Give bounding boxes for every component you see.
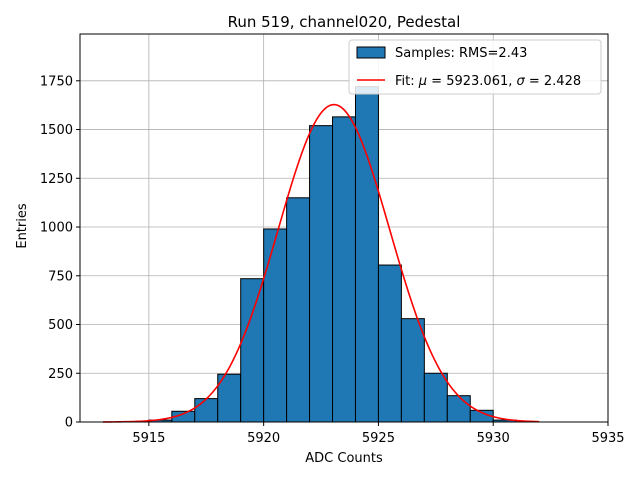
legend-fit-mu-symbol: μ — [418, 74, 427, 89]
bars-layer — [148, 86, 517, 423]
histogram-bar — [377, 264, 402, 423]
fit-curve — [102, 103, 540, 423]
legend: Samples: RMS=2.43 Fit: μ = 5923.061, σ =… — [348, 39, 602, 95]
y-tick-label: 1500 — [40, 123, 73, 138]
legend-fit-prefix: Fit: — [395, 74, 419, 89]
x-axis-label: ADC Counts — [305, 451, 383, 466]
y-axis-label: Entries — [15, 203, 30, 249]
legend-box — [348, 39, 602, 95]
x-tick-label: 5920 — [247, 431, 280, 446]
histogram-bar — [423, 372, 448, 423]
plot-frame — [79, 33, 609, 423]
ticks-layer: 5915 5920 5925 5930 5935 0 250 500 750 1000 1250 15… — [40, 74, 625, 446]
chart-title: Run 519, channel020, Pedestal — [228, 13, 461, 31]
legend-fit-sigma-symbol: σ — [517, 74, 526, 89]
y-tick-label: 0 — [65, 416, 73, 431]
legend-fit-mu-value: = 5923.061, — [427, 74, 516, 89]
histogram-bar — [263, 228, 288, 423]
histogram-bar — [309, 125, 334, 423]
legend-samples-swatch — [356, 46, 386, 59]
legend-samples-label: Samples: RMS=2.43 — [395, 46, 527, 61]
x-tick-label: 5930 — [477, 431, 510, 446]
legend-fit-label: Fit: μ = 5923.061, σ = 2.428 — [395, 74, 581, 89]
histogram-bar — [194, 398, 219, 423]
histogram-bar — [332, 116, 356, 423]
x-tick-label: 5935 — [591, 431, 624, 446]
x-tick-label: 5915 — [132, 431, 165, 446]
y-tick-label: 1000 — [40, 221, 73, 236]
histogram-bar — [400, 318, 425, 423]
legend-fit-sigma-value: = 2.428 — [525, 74, 581, 89]
histogram-bar — [446, 395, 471, 423]
histogram-bar — [240, 278, 265, 423]
y-tick-label: 1750 — [40, 74, 73, 89]
y-tick-label: 1250 — [40, 172, 73, 187]
histogram-bar — [286, 197, 311, 423]
y-tick-label: 250 — [48, 367, 73, 382]
y-tick-label: 750 — [48, 269, 73, 284]
fit-layer — [102, 103, 540, 423]
y-tick-label: 500 — [48, 318, 73, 333]
x-tick-label: 5925 — [362, 431, 395, 446]
